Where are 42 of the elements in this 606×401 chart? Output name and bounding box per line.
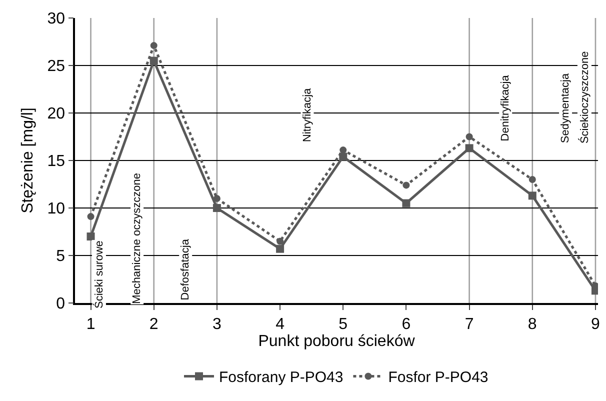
annotation: Nitryfikacja bbox=[301, 87, 314, 142]
x-axis-title: Punkt poboru ścieków bbox=[258, 332, 416, 350]
x-tick-label: 9 bbox=[591, 316, 600, 333]
point bbox=[402, 182, 410, 189]
x-tick-label: 5 bbox=[338, 316, 348, 333]
annotation: Sedymentacja bbox=[560, 72, 572, 144]
point bbox=[213, 195, 220, 202]
y-tick-label: 5 bbox=[56, 248, 66, 266]
point bbox=[150, 56, 158, 65]
y-tick-label: 0 bbox=[56, 296, 66, 313]
annotation: Mechaniczne oczyszczone bbox=[131, 173, 144, 304]
x-tick-label: 6 bbox=[402, 316, 411, 333]
x-tick-label: 2 bbox=[149, 316, 158, 333]
legend-label: Fosforany P-PO43 bbox=[219, 369, 344, 386]
x-tick-label: 4 bbox=[276, 316, 285, 333]
x-tick-label: 1 bbox=[86, 316, 96, 333]
point bbox=[340, 146, 347, 154]
y-tick-label: 25 bbox=[47, 58, 66, 76]
annotation: Ścieki surowe bbox=[92, 240, 106, 308]
point bbox=[528, 192, 536, 200]
point bbox=[402, 199, 410, 208]
y-tick-label: 20 bbox=[47, 106, 66, 123]
point bbox=[86, 232, 95, 240]
point bbox=[276, 238, 284, 245]
x-tick-label: 3 bbox=[212, 316, 222, 333]
x-tick-label: 8 bbox=[528, 316, 537, 333]
point bbox=[528, 176, 536, 183]
point bbox=[87, 213, 94, 220]
point bbox=[150, 42, 158, 50]
y-tick-label: 30 bbox=[47, 10, 66, 28]
y-tick-label: 10 bbox=[47, 200, 66, 218]
y-tick-label: 15 bbox=[47, 153, 66, 170]
legend-label: Fosfor P-PO43 bbox=[388, 369, 488, 386]
annotation: Ściekioczyszczone bbox=[578, 51, 591, 144]
annotation: Defosfatacja bbox=[180, 238, 192, 300]
point bbox=[276, 244, 284, 253]
point bbox=[465, 144, 474, 152]
annotation: Denitryfikacja bbox=[500, 74, 512, 142]
point bbox=[466, 133, 473, 140]
y-axis-title: Stężenie [mg/l] bbox=[20, 108, 36, 214]
point bbox=[212, 204, 221, 212]
x-tick-label: 7 bbox=[464, 316, 474, 333]
